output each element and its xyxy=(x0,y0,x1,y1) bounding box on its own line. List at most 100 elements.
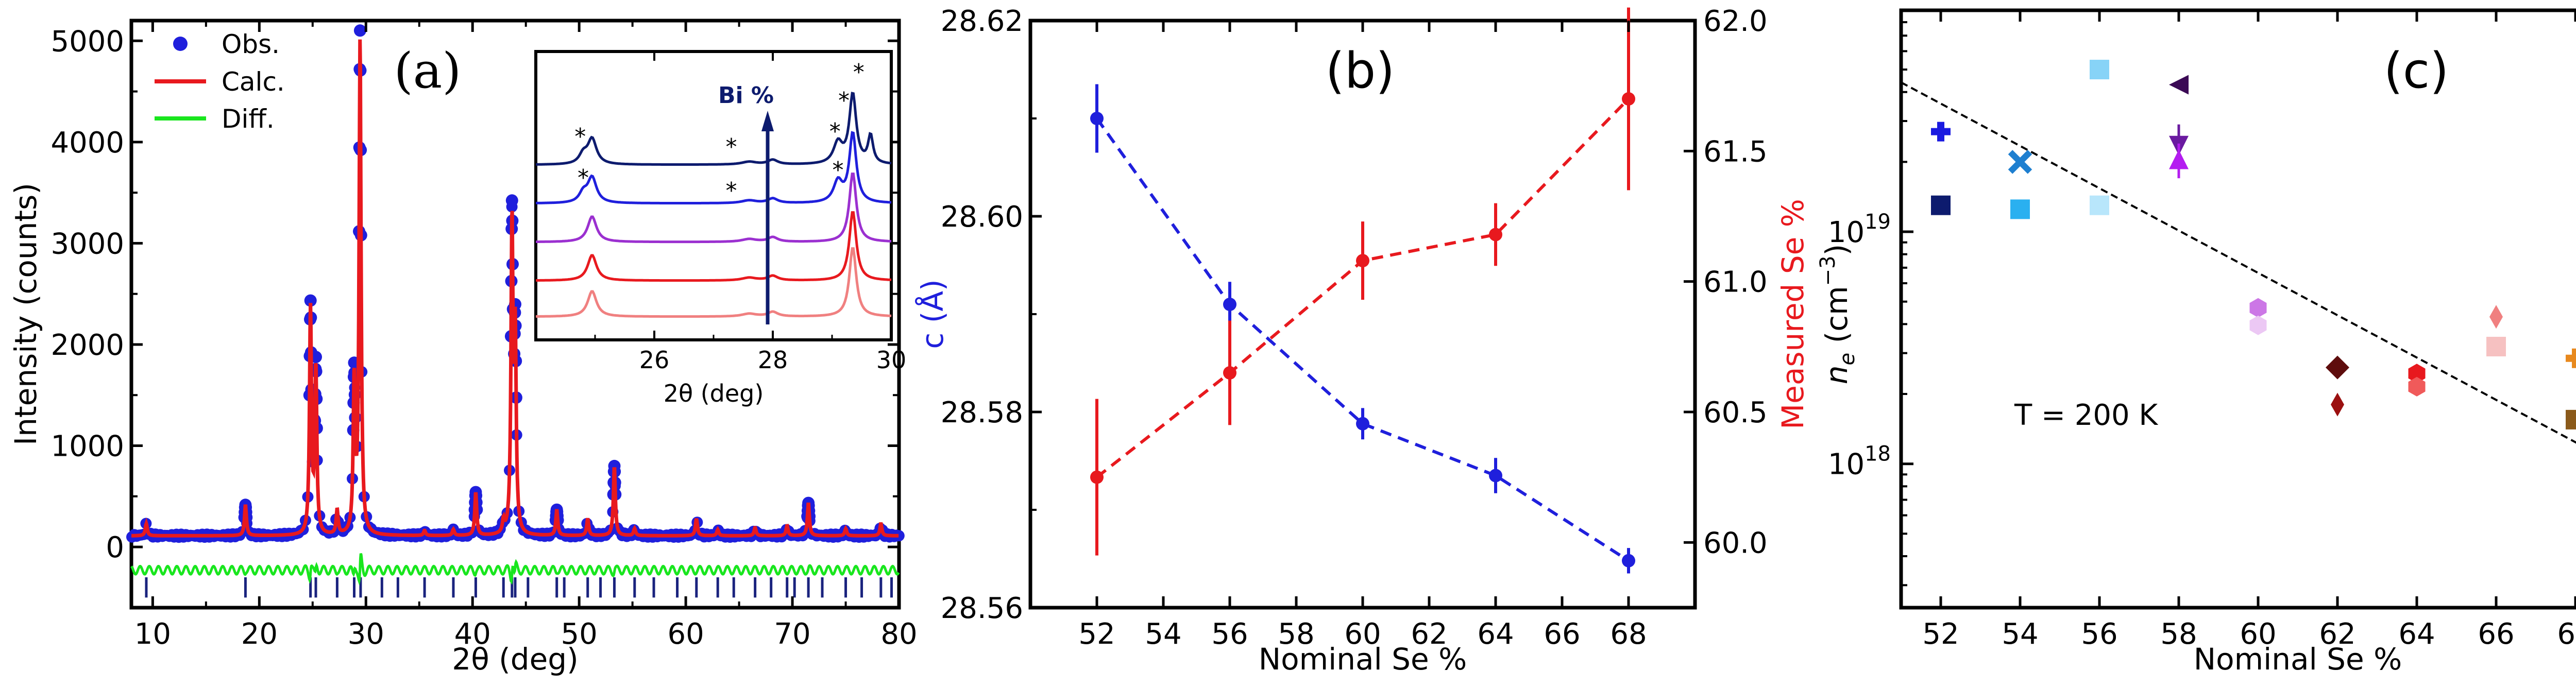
x-axis-label: Nominal Se % xyxy=(1259,642,1467,677)
left-y-tick-label: 28.58 xyxy=(941,396,1023,429)
x-tick-label: 66 xyxy=(1544,617,1580,651)
x-tick-label: 80 xyxy=(880,617,917,651)
bi-arrow-label: Bi % xyxy=(718,82,774,109)
x-tick-label: 62 xyxy=(1411,617,1447,651)
left-y-tick-label: 28.56 xyxy=(941,592,1023,625)
hexagon-marker xyxy=(2408,376,2426,397)
thin-diamond-marker xyxy=(2489,305,2503,329)
x-marker xyxy=(2008,150,2032,174)
x-tick-label: 10 xyxy=(134,617,171,651)
panel-a-xrd-pattern: 10 20 30 40 50 60 70 80 0 1000 2000 3000 4000 5000 2… xyxy=(8,19,918,677)
square-marker xyxy=(2090,60,2109,80)
left-y-axis-ticks: 28.56 28.58 28.60 28.62 xyxy=(941,5,1042,625)
x-tick-label: 40 xyxy=(454,617,491,651)
temperature-annotation: T = 200 K xyxy=(2014,399,2158,432)
x-tick-label: 60 xyxy=(667,617,704,651)
triangle-up-marker xyxy=(2169,149,2189,169)
series-line xyxy=(1095,117,1630,562)
x-tick-label: 50 xyxy=(561,617,598,651)
obs-point xyxy=(353,24,366,37)
panel-b-lattice-and-se: 52 54 56 58 60 62 64 66 68 28.5628.5828.6028.62 … xyxy=(914,5,1810,677)
legend-diff-label: Diff. xyxy=(222,104,275,134)
panel-b-frame xyxy=(1028,19,1697,610)
square-marker xyxy=(2010,199,2030,219)
bragg-reflection-ticks xyxy=(145,577,893,598)
x-tick-label: 56 xyxy=(2081,617,2117,651)
inset-star: * xyxy=(578,165,589,191)
x-tick-label: 20 xyxy=(241,617,278,651)
square-marker xyxy=(2090,195,2109,215)
legend-obs-label: Obs. xyxy=(222,29,280,59)
inset-star: * xyxy=(838,88,850,114)
right-y-tick-label: 60.5 xyxy=(1703,396,1768,429)
inset-curves xyxy=(536,92,892,318)
x-tick-label: 68 xyxy=(2557,617,2576,651)
y-tick-label: 3000 xyxy=(50,227,124,261)
obs-point xyxy=(608,459,621,472)
plus-marker xyxy=(1931,122,1951,142)
hexagon-marker xyxy=(2249,298,2267,318)
x-tick-label: 30 xyxy=(348,617,384,651)
y-tick-label: 1018 xyxy=(1828,442,1891,481)
inset-x-axis-label: 2θ (deg) xyxy=(664,380,764,407)
left-y-axis-label: c (Å) xyxy=(914,279,950,349)
obs-point xyxy=(893,530,905,542)
data-point xyxy=(1622,554,1635,567)
square-marker xyxy=(1931,195,1951,215)
data-point xyxy=(1489,469,1502,483)
inset-star: * xyxy=(574,124,586,150)
x-tick-label: 64 xyxy=(1477,617,1514,651)
legend-obs-marker xyxy=(173,37,188,51)
inset-curve xyxy=(536,173,892,244)
y-tick-label: 1000 xyxy=(50,430,124,463)
triangle-left-marker xyxy=(2169,75,2189,95)
x-axis-label: Nominal Se % xyxy=(2194,642,2402,677)
data-point xyxy=(1223,366,1236,380)
x-tick-label: 54 xyxy=(2002,617,2038,651)
right-y-tick-label: 62.0 xyxy=(1703,5,1768,38)
panel-c-frame xyxy=(1899,8,2576,610)
calculated-curve xyxy=(131,39,899,538)
data-point xyxy=(1489,228,1502,242)
left-y-tick-label: 28.62 xyxy=(941,5,1023,38)
square-marker xyxy=(2566,409,2576,429)
data-point xyxy=(1622,92,1635,106)
x-tick-label: 52 xyxy=(1922,617,1959,651)
diff-curve xyxy=(130,553,900,586)
obs-point xyxy=(505,194,518,207)
x-tick-label: 60 xyxy=(2240,617,2276,651)
inset-x-ticks: 26 28 30 xyxy=(594,51,906,374)
right-y-tick-label: 61.0 xyxy=(1703,266,1768,299)
inset-curve xyxy=(536,247,892,318)
x-tick-label: 56 xyxy=(1211,617,1248,651)
data-point xyxy=(1223,298,1236,311)
inset-x-tick-label: 28 xyxy=(758,346,788,374)
plus-marker xyxy=(2566,348,2576,368)
obs-point xyxy=(469,486,482,498)
x-tick-label: 64 xyxy=(2398,617,2435,651)
y-axis-ticks: 0 1000 2000 3000 4000 5000 xyxy=(50,25,899,564)
data-point xyxy=(1356,254,1369,268)
data-point xyxy=(1356,417,1369,431)
right-y-tick-label: 60.0 xyxy=(1703,526,1768,560)
inset-curve xyxy=(536,92,892,166)
y-tick-label: 5000 xyxy=(50,25,124,58)
x-tick-label: 62 xyxy=(2319,617,2355,651)
panel-a-frame xyxy=(129,19,901,610)
thin-diamond-marker xyxy=(2331,392,2344,417)
inset-star: * xyxy=(833,157,844,183)
x-tick-label: 60 xyxy=(1344,617,1381,651)
y-tick-label: 0 xyxy=(106,531,124,564)
diamond-marker xyxy=(2326,355,2349,380)
legend-calc-label: Calc. xyxy=(222,67,285,97)
inset-star-markers: ******** xyxy=(574,59,865,204)
left-y-tick-label: 28.60 xyxy=(941,200,1023,234)
panel-label-b: (b) xyxy=(1326,43,1395,99)
x-marker-stroke xyxy=(2008,150,2032,174)
data-point xyxy=(1090,470,1104,484)
right-y-axis-label: Measured Se % xyxy=(1775,199,1810,429)
data-point xyxy=(1090,112,1104,125)
inset-plot: ******** Bi % 26 28 30 2θ (deg) xyxy=(534,50,906,407)
legend: Obs. Calc. Diff. xyxy=(155,29,285,134)
